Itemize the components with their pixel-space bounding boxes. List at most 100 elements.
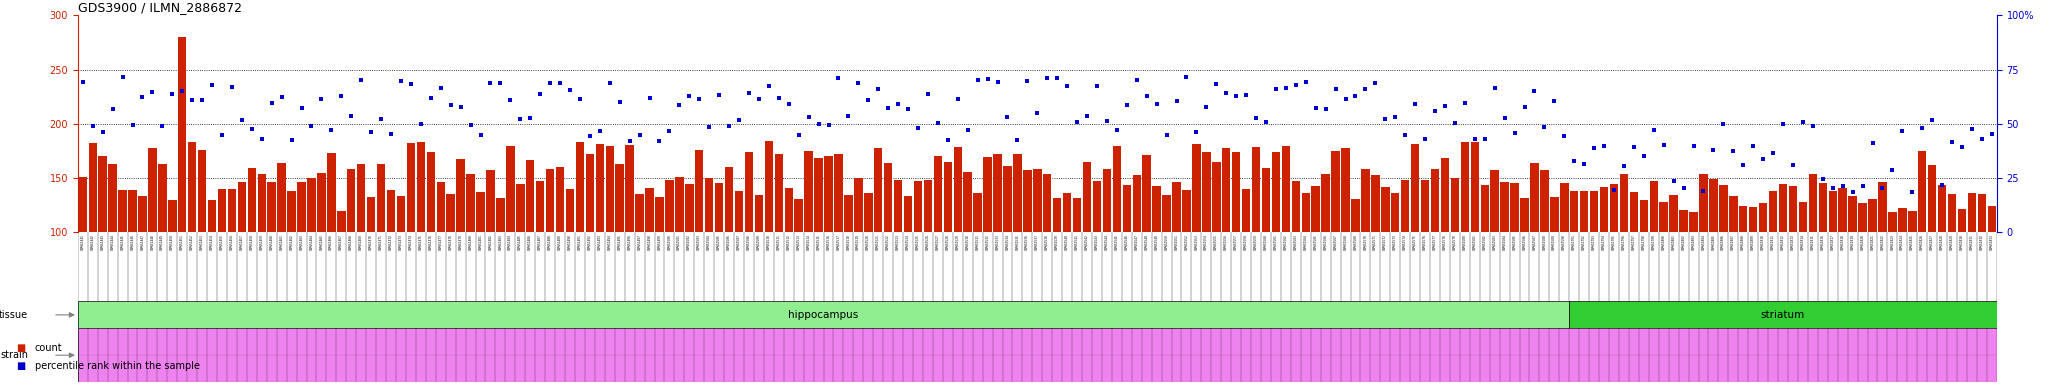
- Bar: [1073, 198, 1081, 232]
- Text: GSM651817: GSM651817: [1831, 234, 1835, 250]
- Point: [702, 92, 735, 98]
- Text: GSM651453: GSM651453: [201, 234, 205, 250]
- Point: [414, 95, 446, 101]
- Point: [1706, 121, 1739, 127]
- Text: strain: strain: [0, 350, 29, 360]
- Text: GSM651498: GSM651498: [647, 234, 651, 250]
- Bar: [1649, 181, 1659, 232]
- Point: [336, 113, 369, 119]
- Bar: [993, 154, 1001, 232]
- Bar: [565, 189, 573, 232]
- Point: [1419, 108, 1452, 114]
- Point: [573, 132, 606, 139]
- Bar: [1679, 210, 1688, 232]
- Bar: [913, 181, 922, 232]
- Point: [1130, 93, 1163, 99]
- Point: [1925, 182, 1958, 188]
- Text: GSM651523: GSM651523: [897, 234, 901, 250]
- Bar: [526, 160, 535, 232]
- Text: GSM651529: GSM651529: [956, 234, 961, 250]
- Text: GSM651515: GSM651515: [817, 234, 821, 250]
- Bar: [1032, 169, 1042, 232]
- Point: [117, 122, 150, 129]
- Bar: [1182, 190, 1190, 232]
- Point: [1071, 113, 1104, 119]
- Text: GDS3900 / ILMN_2886872: GDS3900 / ILMN_2886872: [78, 1, 242, 14]
- Text: GSM651467: GSM651467: [340, 234, 344, 250]
- Bar: [1509, 183, 1520, 232]
- Text: GSM651460: GSM651460: [270, 234, 274, 250]
- Text: GSM651443: GSM651443: [100, 234, 104, 250]
- Bar: [666, 180, 674, 232]
- Text: GSM651461: GSM651461: [281, 234, 285, 250]
- Point: [643, 138, 676, 144]
- Bar: [1380, 187, 1389, 232]
- Point: [1559, 158, 1591, 164]
- Text: GSM651808: GSM651808: [1741, 234, 1745, 250]
- Bar: [1352, 199, 1360, 232]
- Text: GSM651507: GSM651507: [737, 234, 741, 250]
- Text: GSM651579: GSM651579: [1452, 234, 1456, 250]
- Point: [1976, 131, 2009, 137]
- Point: [543, 80, 575, 86]
- Point: [1907, 125, 1939, 131]
- Point: [1280, 82, 1313, 88]
- Bar: [1024, 170, 1032, 232]
- Point: [752, 83, 784, 89]
- Text: GSM651819: GSM651819: [1851, 234, 1855, 250]
- Bar: [307, 178, 315, 232]
- Point: [385, 78, 418, 84]
- Text: GSM651583: GSM651583: [1493, 234, 1497, 250]
- Bar: [1640, 200, 1649, 232]
- Bar: [764, 141, 772, 232]
- Bar: [1411, 144, 1419, 232]
- Point: [733, 89, 766, 96]
- Point: [692, 124, 725, 130]
- Point: [1020, 110, 1053, 116]
- Text: GSM651795: GSM651795: [1612, 234, 1616, 250]
- Text: GSM651447: GSM651447: [141, 234, 145, 250]
- Bar: [1919, 151, 1927, 232]
- Text: GSM651805: GSM651805: [1712, 234, 1716, 250]
- Text: GSM651814: GSM651814: [1800, 234, 1804, 250]
- Text: GSM651554: GSM651554: [1204, 234, 1208, 250]
- Bar: [1550, 197, 1559, 232]
- Bar: [903, 196, 911, 232]
- Bar: [815, 157, 823, 232]
- Text: GSM651802: GSM651802: [1681, 234, 1686, 250]
- Text: GSM651796: GSM651796: [1622, 234, 1626, 250]
- Text: GSM651565: GSM651565: [1313, 234, 1317, 250]
- Text: GSM651499: GSM651499: [657, 234, 662, 250]
- Text: GSM651494: GSM651494: [608, 234, 612, 250]
- Text: GSM651483: GSM651483: [498, 234, 502, 250]
- Point: [1597, 187, 1630, 193]
- Bar: [1112, 146, 1120, 232]
- Point: [891, 106, 924, 112]
- Text: GSM651557: GSM651557: [1235, 234, 1239, 250]
- Text: GSM651549: GSM651549: [1155, 234, 1159, 250]
- Bar: [1192, 144, 1200, 232]
- Text: GSM651459: GSM651459: [260, 234, 264, 250]
- Point: [1319, 86, 1352, 92]
- Point: [365, 116, 397, 122]
- Text: GSM651799: GSM651799: [1653, 234, 1655, 250]
- Text: GSM651589: GSM651589: [1552, 234, 1556, 250]
- Point: [1061, 119, 1094, 125]
- Point: [1040, 75, 1073, 81]
- Text: GSM651541: GSM651541: [1075, 234, 1079, 250]
- Text: GSM651514: GSM651514: [807, 234, 811, 250]
- Text: count: count: [35, 343, 61, 353]
- Bar: [1014, 154, 1022, 232]
- Text: GSM651826: GSM651826: [1921, 234, 1925, 250]
- Point: [236, 126, 268, 132]
- Text: GSM651540: GSM651540: [1065, 234, 1069, 250]
- Point: [1747, 156, 1780, 162]
- Bar: [227, 189, 236, 232]
- Bar: [963, 172, 973, 232]
- Bar: [844, 195, 852, 232]
- Bar: [1839, 188, 1847, 232]
- Text: GSM651491: GSM651491: [578, 234, 582, 250]
- Bar: [547, 169, 555, 232]
- Bar: [1530, 164, 1538, 232]
- Text: GSM651832: GSM651832: [1980, 234, 1985, 250]
